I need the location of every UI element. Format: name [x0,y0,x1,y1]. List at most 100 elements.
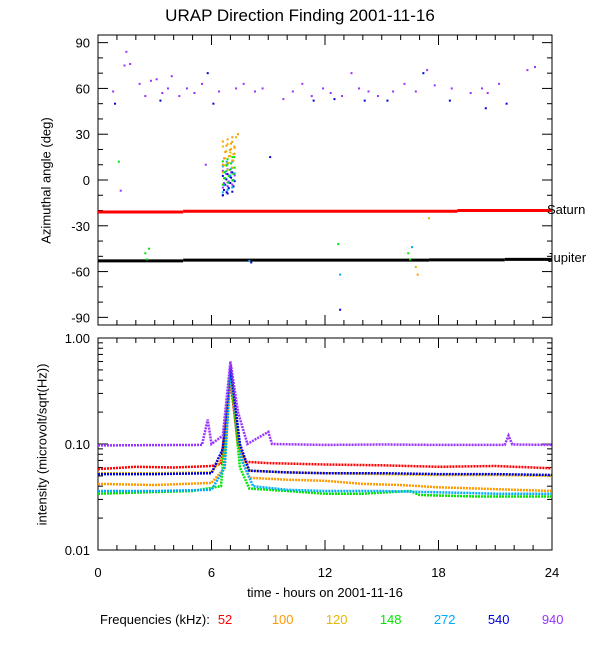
azimuth-point-148 [407,252,410,255]
azimuth-point-272 [225,170,228,173]
azimuth-point-540 [422,72,425,75]
azimuth-point-100 [223,157,226,160]
saturn-label: Saturn [547,202,586,218]
azimuth-point-148 [221,183,224,186]
azimuth-point-272 [232,179,235,182]
azimuth-point-120 [224,157,227,160]
y-tick-label: 0 [83,173,90,188]
legend-freq-100: 100 [271,612,294,627]
y-tick-label: 60 [76,81,90,96]
frequency-legend: Frequencies (kHz): 52 100 120 148 272 54… [100,612,596,627]
y-tick-label: 90 [76,36,90,51]
x-tick-label: 18 [431,565,445,580]
legend-freq-148: 148 [379,612,402,627]
azimuth-point-148 [337,243,340,246]
azimuth-point-120 [223,164,226,167]
azimuth-point-120 [231,140,234,143]
azimuth-point-540 [225,178,228,181]
azimuth-point-148 [226,158,229,161]
azimuth-point-540 [339,308,342,311]
azimuth-point-940 [329,92,332,94]
azimuth-point-272 [226,188,229,191]
intensity-series-100 [97,374,553,493]
azimuth-point-540 [505,102,508,105]
intensity-series-272 [98,369,552,495]
azimuth-point-120 [221,171,224,174]
azimuth-point-272 [223,184,226,187]
legend-freq-540: 540 [487,612,510,627]
azimuth-point-100 [233,146,236,149]
intensity-series-120 [98,371,553,478]
azimuth-point-940 [228,175,231,178]
azimuth-point-540 [386,99,389,102]
azimuth-point-940 [155,78,158,81]
azimuth-point-940 [221,186,224,189]
azimuth-point-148 [221,160,224,163]
top-y-axis-label: Azimuthal angle (deg) [38,116,54,244]
azimuth-point-940 [301,82,304,85]
azimuth-point-540 [228,181,231,184]
y-tick-label: -90 [71,310,90,325]
y-tick-label: 0.01 [65,543,90,558]
azimuth-point-272 [231,186,234,189]
azimuth-point-120 [225,150,228,153]
azimuth-point-940 [481,87,484,90]
azimuth-point-940 [322,87,325,90]
azimuth-point-148 [233,156,236,159]
azimuth-point-940 [225,172,228,175]
azimuth-point-120 [226,143,229,146]
azimuth-point-120 [230,147,233,150]
azimuth-point-540 [212,102,215,105]
azimuth-point-540 [363,99,366,102]
azimuth-point-272 [227,181,230,184]
y-tick-label: 30 [76,127,90,142]
azimuth-point-540 [448,99,451,102]
azimuth-point-272 [230,167,233,170]
azimuth-point-940 [231,183,234,186]
azimuth-point-940 [223,182,226,185]
azimuth-point-540 [223,188,226,191]
azimuth-point-940 [526,69,529,72]
azimuth-point-940 [403,82,406,85]
azimuth-point-148 [144,252,147,255]
azimuth-point-940 [358,87,361,90]
azimuth-point-940 [129,63,132,65]
azimuth-point-120 [228,154,231,157]
azimuth-point-540 [114,102,117,105]
azimuth-point-148 [117,160,120,163]
azimuth-point-272 [228,174,231,177]
azimuth-point-940 [125,50,128,53]
bottom-y-axis-label: intensity (microvolt/sqrt(Hz)) [34,363,50,525]
azimuth-point-540 [221,194,224,197]
azimuth-point-940 [310,95,313,98]
azimuth-point-940 [350,72,353,75]
azimuth-point-100 [236,133,239,136]
azimuth-point-940 [204,163,207,166]
azimuth-point-540 [226,192,229,195]
x-axis-label: time - hours on 2001-11-16 [247,585,403,600]
azimuth-point-148 [231,179,234,182]
azimuth-point-148 [232,173,235,176]
azimuth-point-940 [433,84,436,87]
azimuth-point-148 [233,166,236,169]
azimuth-point-940 [166,87,169,90]
azimuth-point-940 [367,90,370,93]
azimuth-point-940 [533,66,536,69]
azimuth-point-540 [221,174,224,177]
legend-freq-120: 120 [325,612,348,627]
azimuth-point-272 [224,177,227,180]
azimuth-point-940 [178,95,181,98]
azimuth-point-940 [201,82,204,85]
azimuth-point-940 [227,180,230,183]
azimuth-point-540 [230,176,233,179]
azimuth-point-120 [231,166,234,169]
azimuth-point-148 [148,247,151,250]
azimuth-point-940 [218,90,221,93]
azimuth-point-148 [230,162,233,165]
frequency-legend-label: Frequencies (kHz): [100,612,210,627]
azimuth-point-940 [112,90,115,93]
azimuth-point-100 [231,159,234,162]
azimuth-point-940 [221,169,224,172]
azimuth-point-940 [230,171,233,174]
azimuth-point-940 [341,95,344,98]
